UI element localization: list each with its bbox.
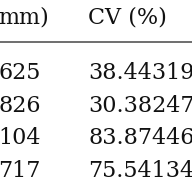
- Text: 83.87446: 83.87446: [88, 127, 192, 149]
- Text: 717: 717: [0, 160, 41, 182]
- Text: 104: 104: [0, 127, 41, 149]
- Text: 625: 625: [0, 62, 41, 84]
- Text: 38.44319: 38.44319: [88, 62, 192, 84]
- Text: 75.54134: 75.54134: [88, 160, 192, 182]
- Text: CV (%): CV (%): [88, 6, 167, 28]
- Text: mm): mm): [0, 6, 49, 28]
- Text: 30.38247: 30.38247: [88, 95, 192, 117]
- Text: 826: 826: [0, 95, 41, 117]
